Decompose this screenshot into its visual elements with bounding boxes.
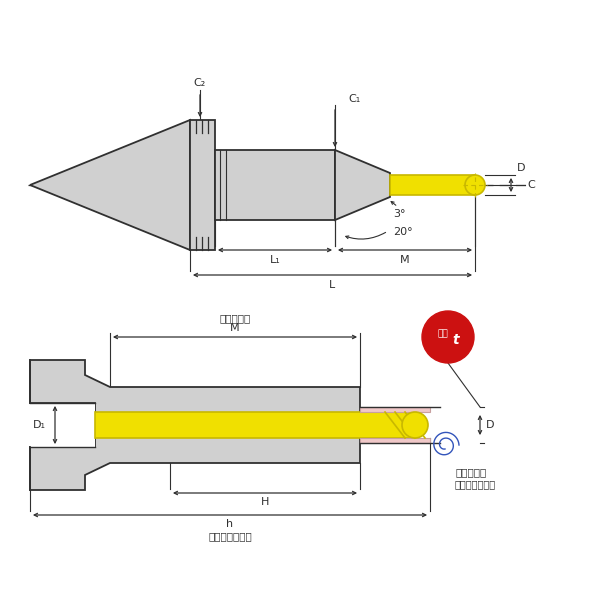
Text: L₁: L₁ — [269, 255, 280, 265]
Text: C: C — [527, 180, 535, 190]
Text: （最低把持長）: （最低把持長） — [455, 479, 496, 489]
Bar — [30, 403, 95, 447]
Bar — [215, 150, 335, 220]
Bar — [95, 412, 415, 438]
Text: M: M — [230, 323, 240, 333]
Text: t: t — [452, 333, 460, 347]
Text: D₁: D₁ — [33, 420, 46, 430]
Polygon shape — [30, 120, 190, 250]
Circle shape — [465, 175, 485, 195]
Text: L: L — [329, 280, 335, 290]
Text: C₂: C₂ — [194, 78, 206, 88]
Bar — [190, 120, 215, 250]
Text: M: M — [400, 255, 410, 265]
Polygon shape — [30, 360, 360, 490]
Polygon shape — [335, 150, 390, 220]
Text: h: h — [226, 519, 233, 529]
Text: 20°: 20° — [393, 227, 413, 237]
Text: 肉厚: 肉厚 — [437, 329, 448, 338]
Bar — [360, 438, 430, 443]
Circle shape — [422, 311, 474, 363]
Text: D: D — [486, 420, 494, 430]
Text: つかみ長さ: つかみ長さ — [455, 467, 486, 477]
Text: 加工有効長: 加工有効長 — [220, 313, 251, 323]
Bar — [390, 175, 475, 195]
Text: D: D — [517, 163, 526, 173]
Text: C₁: C₁ — [348, 94, 360, 104]
Text: 3°: 3° — [393, 209, 406, 219]
Bar — [360, 407, 430, 412]
Text: 工具最大挿入長: 工具最大挿入長 — [208, 531, 252, 541]
Circle shape — [402, 412, 428, 438]
Text: H: H — [261, 497, 269, 507]
